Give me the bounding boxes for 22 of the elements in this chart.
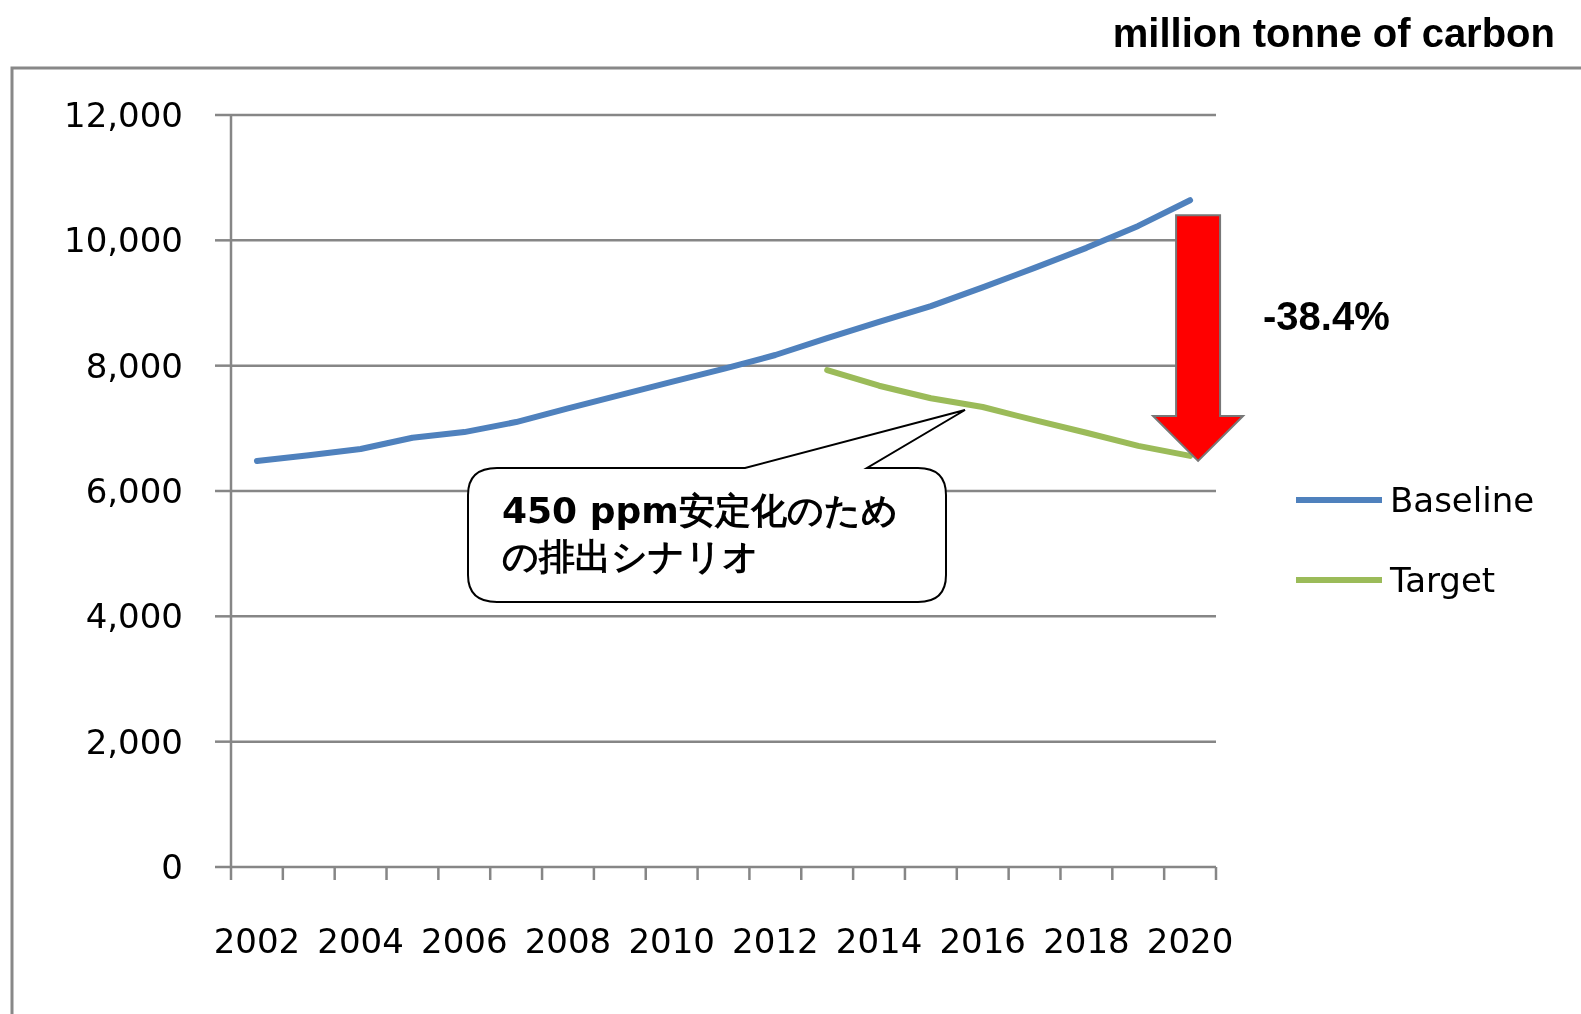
x-tick-label: 2018 bbox=[1043, 921, 1130, 961]
annotation: 450 ppm安定化のための排出シナリオ bbox=[502, 489, 899, 579]
text: -38.4% bbox=[1263, 294, 1390, 338]
y-tick-label: 10,000 bbox=[64, 220, 183, 261]
x-tick-label: 2014 bbox=[835, 921, 923, 961]
y-tick-label: 6,000 bbox=[85, 471, 183, 511]
x-tick-label: 2006 bbox=[421, 921, 508, 961]
x-tick-label: 2002 bbox=[213, 921, 301, 961]
x-tick-label: 2016 bbox=[939, 921, 1026, 961]
y-tick-label: 12,000 bbox=[64, 95, 183, 135]
y-axis-title: million tonne of carbon bbox=[1112, 11, 1555, 55]
y-tick-label: 0 bbox=[161, 847, 183, 887]
legend-label: Baseline bbox=[1390, 480, 1535, 520]
x-tick-label: 2012 bbox=[732, 921, 819, 961]
legend-label: Target bbox=[1389, 560, 1496, 600]
x-tick-label: 2020 bbox=[1146, 921, 1234, 961]
x-tick-label: 2008 bbox=[524, 921, 612, 961]
x-tick-label: 2004 bbox=[317, 921, 404, 961]
x-tick-label: 2010 bbox=[628, 921, 715, 961]
y-tick-label: 4,000 bbox=[85, 596, 183, 637]
y-tick-label: 2,000 bbox=[85, 721, 183, 762]
y-tick-label: 8,000 bbox=[85, 345, 183, 386]
